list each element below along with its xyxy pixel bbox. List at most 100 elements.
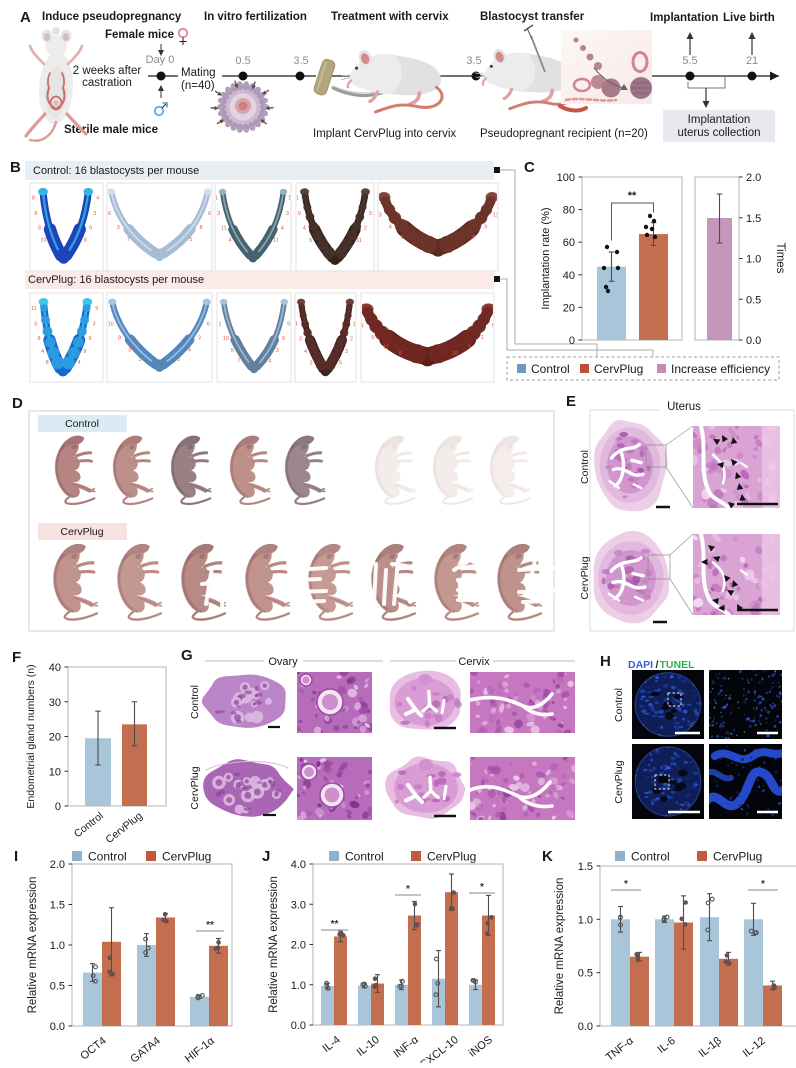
svg-text:9: 9 [83,349,86,355]
svg-text:CervPlug: CervPlug [189,766,201,809]
svg-text:4: 4 [78,360,81,366]
svg-text:0.0: 0.0 [578,1021,593,1033]
svg-text:3.0: 3.0 [291,899,306,911]
svg-text:4: 4 [294,321,297,327]
svg-text:11: 11 [493,213,499,219]
svg-text:1.5: 1.5 [50,900,65,912]
svg-text:uterus collection: uterus collection [677,127,760,139]
svg-text:11: 11 [31,306,37,312]
svg-text:3: 3 [299,336,302,342]
svg-text:5: 5 [339,360,342,366]
svg-text:3.5: 3.5 [293,55,308,67]
svg-text:Uterus: Uterus [667,401,701,413]
svg-text:8: 8 [84,238,87,244]
svg-text:0.0: 0.0 [746,335,761,347]
svg-text:20: 20 [563,302,575,314]
svg-text:2.0: 2.0 [291,940,306,952]
svg-text:Ovary: Ovary [268,656,298,668]
svg-text:3: 3 [309,360,312,366]
svg-text:11: 11 [383,344,389,350]
svg-text:/: / [656,659,659,671]
svg-text:E: E [566,393,576,410]
svg-text:Induce pseudopregnancy: Induce pseudopregnancy [42,11,182,23]
svg-text:10: 10 [452,351,458,357]
svg-text:castration: castration [82,77,132,89]
svg-text:9: 9 [89,225,92,231]
svg-text:6: 6 [208,211,211,217]
svg-text:3.5: 3.5 [466,55,481,67]
svg-text:*: * [480,882,484,893]
svg-text:10: 10 [40,238,46,244]
svg-text:8: 8 [32,196,35,202]
svg-text:4: 4 [281,225,284,231]
svg-text:Control: Control [88,850,127,864]
svg-text:Cervix: Cervix [458,656,490,668]
svg-text:A: A [20,9,31,26]
svg-text:6: 6 [473,234,476,240]
svg-text:*: * [761,879,765,890]
svg-text:K: K [542,848,553,865]
svg-text:4: 4 [188,348,191,354]
svg-text:H: H [600,653,611,670]
svg-text:8: 8 [399,351,402,357]
svg-text:Control: Control [631,850,670,864]
svg-text:1: 1 [400,234,403,240]
svg-text:2: 2 [198,336,201,342]
svg-text:40: 40 [49,662,61,674]
svg-text:8: 8 [37,336,40,342]
svg-text:CervPlug: CervPlug [60,526,103,538]
svg-text:11: 11 [212,196,218,202]
svg-text:CervPlug: CervPlug [613,760,625,803]
svg-text:Relative mRNA expression: Relative mRNA expression [268,876,280,1013]
svg-text:5: 5 [309,238,312,244]
svg-text:Mating: Mating [181,67,216,79]
svg-text:0.5: 0.5 [235,55,250,67]
svg-text:1.0: 1.0 [746,254,761,266]
svg-text:11: 11 [221,225,227,231]
svg-text:9: 9 [298,211,301,217]
svg-text:9: 9 [95,306,98,312]
svg-text:Implantation rate (%): Implantation rate (%) [540,207,552,309]
svg-text:Implantation: Implantation [688,114,751,126]
svg-text:8: 8 [34,211,37,217]
svg-text:5: 5 [231,348,234,354]
svg-text:Relative mRNA expression: Relative mRNA expression [27,877,39,1014]
svg-text:Day 0: Day 0 [146,54,175,66]
svg-text:11: 11 [273,238,279,244]
svg-text:5: 5 [189,237,192,243]
svg-text:9: 9 [88,336,91,342]
svg-text:Female mice: Female mice [105,29,174,41]
svg-text:30: 30 [49,697,61,709]
svg-text:0.0: 0.0 [50,1021,65,1033]
svg-text:80: 80 [563,205,575,217]
svg-text:3: 3 [276,348,279,354]
svg-text:B: B [10,159,21,176]
svg-text:21: 21 [746,55,758,67]
svg-text:4: 4 [96,196,99,202]
svg-text:Times: Times [774,243,786,274]
svg-text:3: 3 [286,211,289,217]
svg-text:8: 8 [118,336,121,342]
svg-text:2.0: 2.0 [50,859,65,871]
svg-text:CervPlug: CervPlug [162,850,211,864]
svg-text:Control: Control [579,450,591,484]
svg-text:10: 10 [108,321,114,327]
svg-text:Treatment with cervix: Treatment with cervix [331,11,449,23]
svg-text:Blastocyst transfer: Blastocyst transfer [480,11,585,23]
svg-text:Control: Control [345,850,384,864]
svg-text:Pseudopregnant recipient (n=20: Pseudopregnant recipient (n=20) [480,128,648,140]
svg-text:5: 5 [371,335,374,341]
svg-text:8: 8 [200,225,203,231]
svg-text:1.5: 1.5 [578,861,593,873]
svg-text:**: ** [331,919,339,930]
svg-text:4: 4 [303,226,306,232]
svg-text:2 weeks after: 2 weeks after [73,65,142,77]
svg-text:5: 5 [177,357,180,363]
svg-text:11: 11 [293,196,299,202]
svg-text:1: 1 [481,335,484,341]
svg-text:3: 3 [484,225,487,231]
svg-text:6: 6 [282,336,285,342]
svg-text:100: 100 [557,172,575,184]
svg-text:In vitro fertilization: In vitro fertilization [204,11,307,23]
svg-text:11: 11 [353,321,359,327]
